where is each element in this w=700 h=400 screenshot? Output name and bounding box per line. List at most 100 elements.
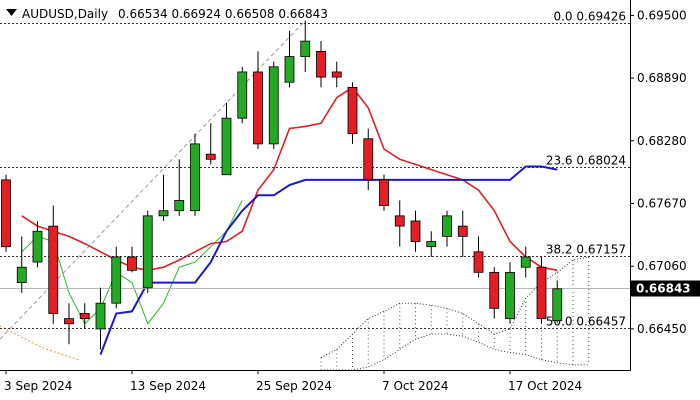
candle[interactable] xyxy=(442,210,452,247)
candle[interactable] xyxy=(95,287,106,350)
candle-body xyxy=(316,50,326,78)
candle[interactable] xyxy=(237,66,248,124)
candle[interactable] xyxy=(158,174,169,221)
candle[interactable] xyxy=(284,30,295,88)
candle[interactable] xyxy=(410,210,421,252)
candle-body xyxy=(253,71,263,145)
price-axis-ticks: 0.69500 0.68890 0.68280 0.67670 0.67060 0.664… xyxy=(630,8,687,336)
candle[interactable] xyxy=(457,210,468,257)
price-tick-label: 0.68890 xyxy=(637,71,687,85)
indicator-lines xyxy=(21,86,558,355)
candle[interactable] xyxy=(127,246,137,273)
candle[interactable] xyxy=(221,102,232,176)
candle-body xyxy=(1,179,11,248)
symbol-label: AUDUSD,Daily xyxy=(22,7,108,21)
candle[interactable] xyxy=(347,82,358,144)
candle[interactable] xyxy=(552,280,563,323)
candle-body xyxy=(158,210,169,217)
price-tick-label: 0.67060 xyxy=(637,259,687,273)
candle[interactable] xyxy=(48,205,59,324)
candle-body xyxy=(111,256,122,304)
candle-body xyxy=(536,266,547,320)
tenkan-line xyxy=(21,86,558,272)
axes-layer xyxy=(0,0,631,371)
candle[interactable] xyxy=(32,220,43,268)
candle[interactable] xyxy=(473,236,484,278)
candle[interactable] xyxy=(300,20,311,72)
candle[interactable] xyxy=(1,174,11,252)
candle[interactable] xyxy=(142,210,153,293)
fibonacci-trendline[interactable] xyxy=(0,20,306,340)
lagging-span-orange xyxy=(0,325,79,361)
candle-body xyxy=(457,225,468,237)
candle[interactable] xyxy=(426,231,437,257)
fib-level-label: 38.2 0.67157 xyxy=(546,243,626,257)
candle[interactable] xyxy=(363,128,374,191)
current-price-box xyxy=(631,280,700,297)
candle-body xyxy=(505,271,515,320)
candle[interactable] xyxy=(16,236,27,293)
candle-body xyxy=(284,56,295,83)
current-price-label: 0.66843 xyxy=(636,282,691,296)
candle[interactable] xyxy=(79,303,90,329)
candle[interactable] xyxy=(331,61,342,88)
candle-body xyxy=(48,225,59,314)
candle-body xyxy=(237,71,248,119)
candle[interactable] xyxy=(379,174,389,211)
fib-level-label: 23.6 0.68024 xyxy=(546,154,626,168)
candle[interactable] xyxy=(64,303,74,345)
triangle-down-icon[interactable] xyxy=(6,9,17,16)
cloud-span-b xyxy=(321,333,589,371)
candle-body xyxy=(142,215,153,289)
candle-body xyxy=(221,117,232,176)
candle[interactable] xyxy=(174,159,185,216)
candle-body xyxy=(410,220,421,242)
candle[interactable] xyxy=(394,200,405,247)
time-tick-label: 13 Sep 2024 xyxy=(130,379,206,393)
candle-body xyxy=(205,153,216,160)
candle-body xyxy=(95,302,106,330)
chart-header: AUDUSD,Daily 0.66534 0.66924 0.66508 0.6… xyxy=(6,7,328,21)
candle[interactable] xyxy=(536,256,547,324)
candle[interactable] xyxy=(111,246,122,309)
ohlc-label: 0.66534 0.66924 0.66508 0.66843 xyxy=(118,7,328,21)
candle[interactable] xyxy=(253,51,263,150)
price-tick-label: 0.67670 xyxy=(637,197,687,211)
candle-body xyxy=(174,200,185,212)
candle-body xyxy=(300,40,311,57)
candle[interactable] xyxy=(489,267,500,319)
candle-body xyxy=(190,143,200,212)
price-tick-label: 0.69500 xyxy=(637,8,687,22)
candle-body xyxy=(379,179,389,206)
time-tick-label: 25 Sep 2024 xyxy=(256,379,332,393)
candle-body xyxy=(127,256,137,271)
candle[interactable] xyxy=(190,133,200,216)
candle-body xyxy=(331,71,342,78)
trendline-layer xyxy=(0,20,306,340)
price-tick-label: 0.68280 xyxy=(637,134,687,148)
candles-layer xyxy=(1,20,563,350)
price-tick-label: 0.66450 xyxy=(637,322,687,336)
candle-body xyxy=(347,86,358,135)
current-price-tag: 0.66843 xyxy=(631,280,700,297)
candle-body xyxy=(552,288,563,322)
candle-body xyxy=(426,241,437,248)
candle[interactable] xyxy=(268,61,279,150)
candle[interactable] xyxy=(520,246,531,278)
candle-body xyxy=(32,230,43,263)
time-axis-ticks: 3 Sep 2024 13 Sep 2024 25 Sep 2024 7 Oct 20… xyxy=(4,370,582,393)
candle[interactable] xyxy=(205,123,216,165)
time-tick-label: 17 Oct 2024 xyxy=(508,379,582,393)
candle-body xyxy=(489,271,500,309)
fib-level-label: 50.0 0.66457 xyxy=(546,315,626,329)
candle-body xyxy=(16,266,27,284)
candle-body xyxy=(442,215,452,237)
candle-body xyxy=(363,138,374,181)
candle-body xyxy=(473,251,484,273)
time-tick-label: 7 Oct 2024 xyxy=(382,379,449,393)
chikou-line xyxy=(21,200,243,325)
candle[interactable] xyxy=(316,41,326,88)
candle[interactable] xyxy=(505,262,515,324)
